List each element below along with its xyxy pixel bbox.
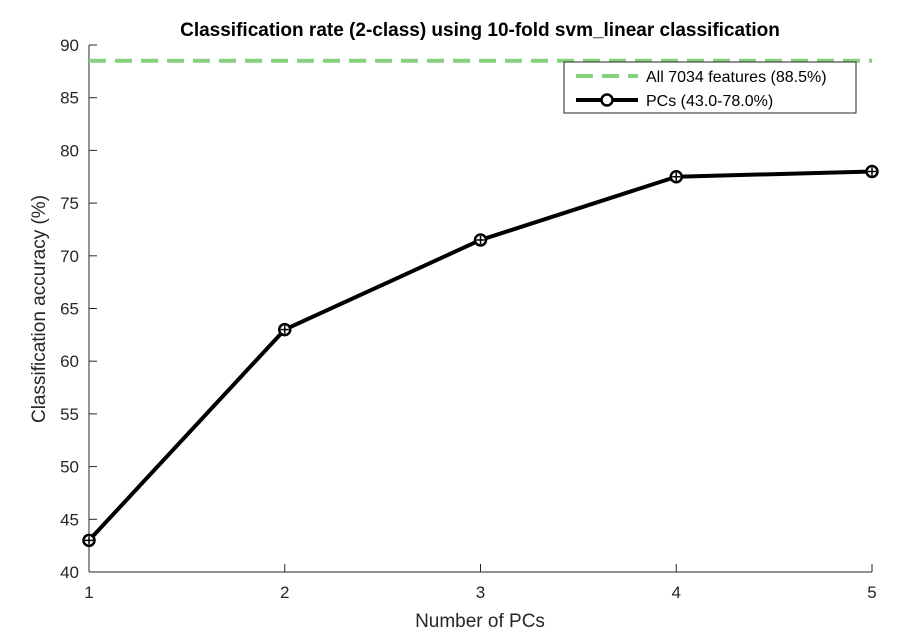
x-tick-label: 1	[84, 583, 93, 602]
y-tick-label: 80	[60, 141, 79, 160]
y-tick-label: 50	[60, 458, 79, 477]
legend-label-0: All 7034 features (88.5%)	[646, 69, 827, 86]
legend-box	[563, 61, 857, 114]
legend-label-1: PCs (43.0-78.0%)	[646, 93, 773, 110]
pcs-line	[87, 169, 873, 542]
y-tick-label: 40	[60, 563, 79, 582]
y-tick-label: 75	[60, 194, 79, 213]
y-tick-label: 45	[60, 510, 79, 529]
y-tick-label: 70	[60, 247, 79, 266]
x-tick-label: 2	[280, 583, 289, 602]
y-tick-label: 65	[60, 300, 79, 319]
chart-title: Classification rate (2-class) using 10-f…	[180, 20, 780, 41]
legend: All 7034 features (88.5%) PCs (43.0-78.0%…	[563, 61, 857, 114]
x-tick-label: 5	[867, 583, 876, 602]
y-tick-label: 85	[60, 89, 79, 108]
legend-marker	[600, 93, 614, 107]
x-tick-label: 4	[672, 583, 681, 602]
y-tick-label: 55	[60, 405, 79, 424]
y-tick-label: 60	[60, 352, 79, 371]
x-axis-label: Number of PCs	[415, 611, 545, 632]
y-axis-label: Classification accuracy (%)	[29, 195, 50, 423]
x-tick-label: 3	[476, 583, 485, 602]
y-tick-label: 90	[60, 36, 79, 55]
